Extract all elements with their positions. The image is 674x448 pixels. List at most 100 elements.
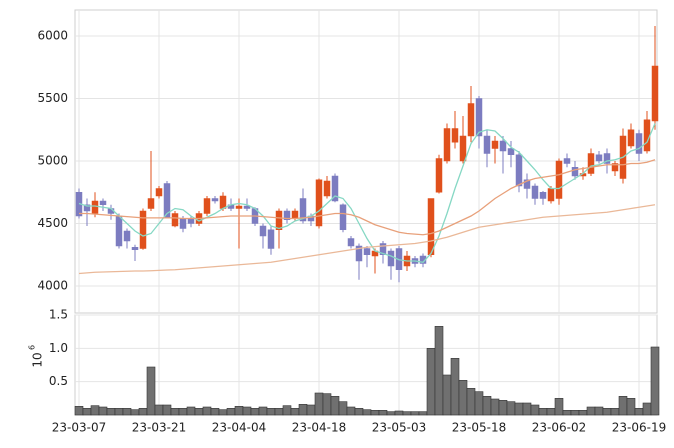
candle-body (131, 247, 139, 250)
volume-bar (474, 391, 484, 416)
candle-body (211, 198, 219, 202)
volume-bar (330, 396, 340, 416)
volume-bar (194, 408, 204, 416)
candle-body (563, 158, 571, 164)
volume-bar (642, 402, 652, 416)
volume-bar (514, 402, 524, 416)
candle-body (611, 163, 619, 172)
volume-bar (210, 408, 220, 416)
candle-body (499, 140, 507, 152)
volume-bar (170, 408, 180, 416)
candle-body (467, 103, 475, 137)
volume-bar (154, 404, 164, 416)
volume-bar (306, 404, 316, 416)
candle-body (651, 65, 659, 122)
x-tick-label: 23-06-19 (612, 421, 666, 435)
candle-body (515, 154, 523, 187)
candle-body (587, 153, 595, 174)
volume-bar (394, 410, 404, 416)
x-tick-label: 23-03-07 (52, 421, 106, 435)
candle-body (571, 167, 579, 177)
candle-body (243, 205, 251, 209)
volume-bar (162, 404, 172, 416)
volume-bar (82, 408, 92, 416)
volume-bar (522, 402, 532, 416)
candle-body (283, 210, 291, 220)
candle-body (443, 128, 451, 162)
volume-bar (626, 398, 636, 416)
candle-body (299, 198, 307, 222)
candle-body (331, 175, 339, 202)
volume-bar (218, 409, 228, 416)
volume-bar (458, 380, 468, 416)
y-tick-label: 4500 (37, 216, 68, 230)
volume-bar (250, 408, 260, 416)
candle-body (531, 185, 539, 199)
candle-body (595, 154, 603, 162)
volume-bar (114, 408, 124, 416)
candle-body (187, 218, 195, 224)
volume-bar (362, 409, 372, 416)
volume-bar (402, 411, 412, 416)
x-tick-label: 23-05-18 (452, 421, 506, 435)
volume-bar (618, 396, 628, 416)
candle-body (627, 129, 635, 147)
y-tick-label: 5000 (37, 154, 68, 168)
candle-body (219, 195, 227, 209)
candle-body (603, 153, 611, 164)
volume-bar (138, 408, 148, 416)
volume-bar (586, 406, 596, 416)
volume-bar (378, 410, 388, 416)
volume-bar (186, 406, 196, 416)
candle-body (347, 238, 355, 247)
candle-body (435, 158, 443, 193)
volume-bar (610, 408, 620, 416)
candle-body (339, 204, 347, 230)
volume-bar (322, 393, 332, 416)
candle-body (507, 148, 515, 155)
volume-bar (426, 348, 436, 416)
volume-bar (226, 408, 236, 416)
candle-body (459, 135, 467, 162)
x-tick-label: 23-05-03 (372, 421, 426, 435)
volume-bar (490, 398, 500, 416)
volume-panel (74, 314, 658, 416)
candle-body (643, 119, 651, 152)
candle-body (179, 218, 187, 229)
candle-body (203, 198, 211, 214)
volume-bar (354, 408, 364, 416)
candle-body (491, 140, 499, 149)
volume-bar (482, 396, 492, 416)
volume-bar (266, 408, 276, 416)
volume-bar (74, 406, 84, 416)
candle-body (235, 205, 243, 209)
y-tick-label: 4000 (37, 279, 68, 293)
volume-bar (562, 410, 572, 416)
volume-bar (434, 326, 444, 416)
candle-body (115, 215, 123, 247)
candle-body (315, 179, 323, 227)
volume-bar (90, 405, 100, 416)
moving-average-line (79, 159, 656, 236)
multiplier-exponent: 6 (28, 345, 37, 350)
volume-bar (450, 358, 460, 416)
volume-bar (178, 408, 188, 416)
candle-body (99, 200, 107, 205)
candle-body (547, 188, 555, 202)
candle-body (483, 135, 491, 154)
y-tick-label: 1.5 (49, 308, 68, 322)
volume-multiplier: 10 6 (28, 345, 45, 368)
candle-body (363, 248, 371, 255)
volume-bar (418, 411, 428, 416)
candle-body (355, 245, 363, 262)
volume-bar (650, 346, 660, 416)
volume-bar (554, 398, 564, 416)
y-tick-label: 6000 (37, 29, 68, 43)
candle-body (259, 225, 267, 237)
candle-body (267, 229, 275, 249)
volume-bar (98, 406, 108, 416)
volume-bar (258, 406, 268, 416)
multiplier-base: 10 (31, 352, 45, 367)
candle-body (427, 198, 435, 255)
